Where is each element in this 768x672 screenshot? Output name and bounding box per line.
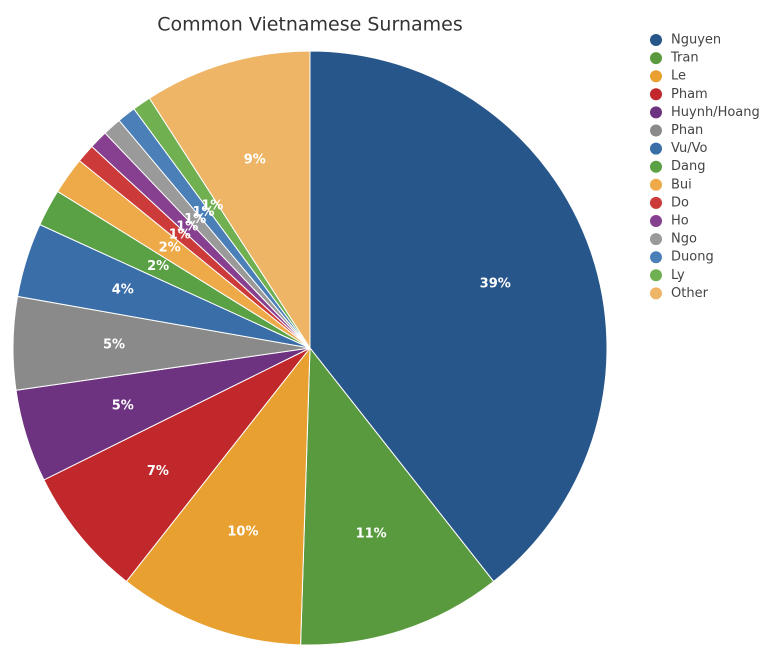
legend-label: Bui [671, 177, 692, 192]
legend-marker [650, 106, 662, 119]
value-label: 5% [112, 399, 134, 414]
value-label: 9% [244, 152, 266, 167]
legend-marker [650, 70, 662, 83]
legend-label: Ly [671, 268, 685, 283]
pie-slice [43, 347, 311, 583]
legend-label: Ho [671, 214, 689, 229]
legend-marker [650, 178, 662, 191]
legend-marker [650, 251, 662, 264]
legend: Nguyen Tran Le Pham Huynh/Hoang Phan Vu/Vo Dang… [650, 33, 760, 301]
legend-marker [650, 215, 662, 227]
legend-label: Nguyen [671, 33, 721, 48]
pie-slice [125, 346, 311, 646]
legend-marker [650, 34, 662, 46]
pie-slice [309, 50, 608, 583]
pie [12, 50, 608, 646]
legend-marker [650, 124, 662, 137]
value-label: 1% [192, 205, 214, 220]
value-label: 1% [184, 212, 206, 227]
value-label: 7% [147, 464, 169, 479]
legend-marker [650, 269, 662, 282]
value-labels: 39%11%10%7%5%5%4%2%2%1%1%1%1%1%9% [103, 152, 511, 541]
legend-label: Huynh/Hoang [671, 105, 760, 120]
value-label: 4% [112, 282, 134, 297]
legend-marker [650, 52, 662, 65]
value-label: 2% [159, 241, 181, 256]
legend-label: Tran [670, 51, 699, 66]
legend-label: Pham [671, 87, 708, 102]
pie-slice [148, 50, 311, 350]
legend-label: Duong [671, 250, 714, 265]
value-label: 1% [201, 199, 223, 214]
legend-marker [650, 142, 662, 155]
legend-label: Dang [671, 159, 705, 174]
value-label: 10% [227, 525, 258, 540]
legend-marker [650, 88, 662, 101]
value-label: 2% [147, 259, 169, 274]
legend-marker [650, 160, 662, 173]
legend-label: Other [671, 286, 709, 301]
value-label: 11% [356, 527, 387, 542]
legend-label: Ngo [671, 232, 697, 247]
legend-marker [650, 196, 662, 209]
value-label: 1% [176, 220, 198, 235]
value-label: 1% [169, 228, 191, 243]
legend-label: Do [671, 195, 689, 210]
legend-label: Vu/Vo [671, 141, 708, 156]
value-label: 5% [103, 337, 125, 352]
value-label: 39% [480, 276, 511, 291]
legend-label: Phan [671, 123, 703, 138]
chart-title: Common Vietnamese Surnames [157, 14, 462, 36]
legend-marker [650, 233, 662, 246]
legend-marker [650, 287, 662, 300]
pie-slice [300, 346, 495, 646]
legend-label: Le [671, 69, 686, 84]
